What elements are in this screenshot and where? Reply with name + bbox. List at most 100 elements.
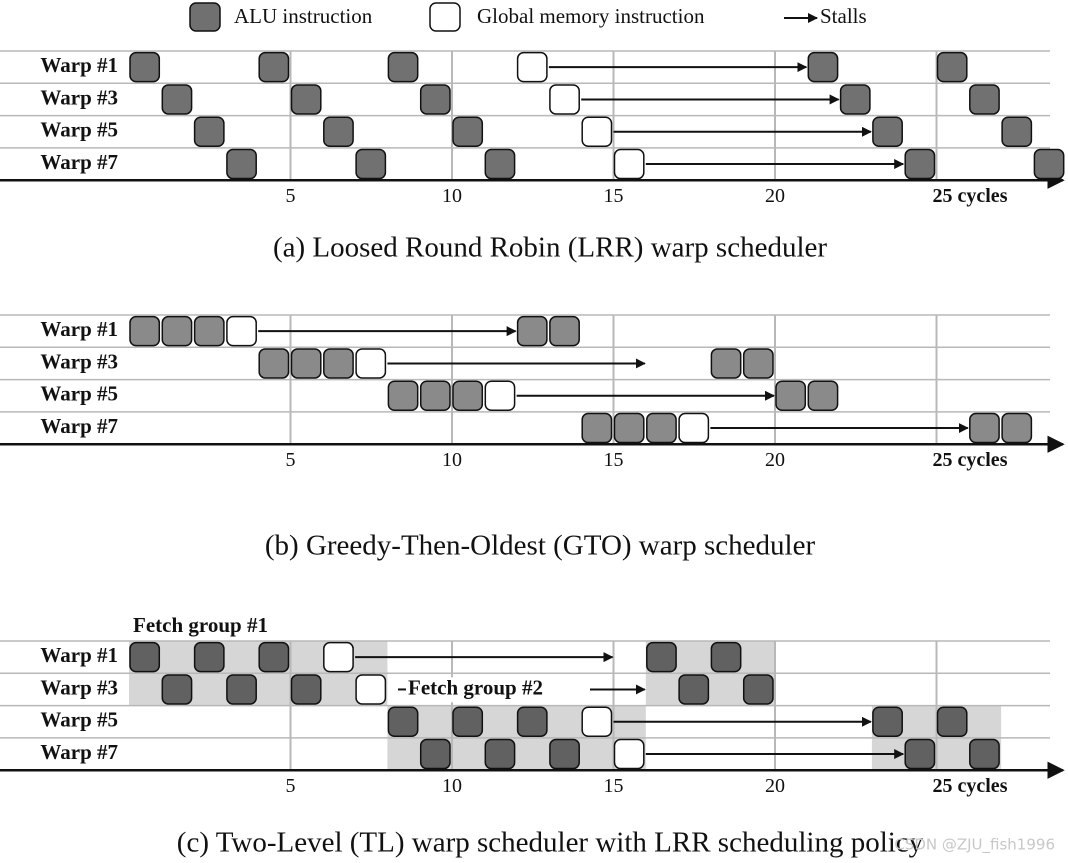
warp-label: Warp #5	[40, 708, 118, 732]
warp-label: Warp #1	[40, 317, 118, 341]
memory-box	[516, 51, 548, 83]
panel: 5 10 15 20 25 cycles Warp #1 Warp #3 Warp #5 War…	[0, 613, 1065, 859]
alu-box	[807, 51, 839, 83]
caption: (b) Greedy-Then-Oldest (GTO) warp schedu…	[265, 530, 816, 562]
memory-box	[323, 641, 354, 673]
alu-box	[387, 380, 419, 411]
legend-alu-box	[189, 2, 221, 32]
memory-box	[355, 674, 387, 705]
alu-box	[290, 348, 322, 379]
fetch-group-label-bg	[398, 677, 588, 703]
alu-box	[290, 674, 322, 705]
alu-box	[1033, 148, 1065, 180]
tick-label: 10	[442, 775, 462, 797]
alu-box	[969, 738, 1000, 770]
alu-box	[484, 738, 516, 770]
warp-label: Warp #7	[40, 150, 118, 174]
tick-label: 10	[442, 185, 462, 207]
warp-label: Warp #5	[40, 118, 118, 142]
alu-box	[549, 738, 580, 770]
tick-label: 25 cycles	[933, 185, 1008, 207]
memory-box	[484, 380, 516, 411]
alu-box	[742, 674, 774, 705]
alu-box	[193, 315, 225, 347]
legend: ALU instruction Global memory instructio…	[189, 2, 867, 32]
alu-box	[258, 348, 290, 379]
alu-box	[226, 148, 257, 180]
memory-box	[226, 315, 257, 347]
panel: 5 10 15 20 25 cycles Warp #1 Warp #3 Warp #5 War…	[0, 50, 1065, 264]
alu-box	[387, 51, 419, 83]
legend-memory-box	[429, 2, 461, 32]
alu-box	[646, 412, 677, 444]
memory-box	[678, 412, 710, 444]
alu-box	[290, 84, 322, 115]
warp-label: Warp #3	[40, 349, 118, 373]
alu-box	[323, 348, 354, 379]
alu-box	[678, 674, 710, 705]
alu-box	[613, 412, 645, 444]
alu-box	[419, 84, 451, 115]
tick-label: 15	[604, 449, 624, 471]
alu-box	[775, 380, 807, 411]
warp-label: Warp #3	[40, 675, 118, 699]
alu-box	[452, 380, 484, 411]
alu-box	[452, 116, 484, 147]
fetch-group-label: Fetch group #2	[408, 675, 543, 699]
warp-label: Warp #7	[40, 740, 118, 764]
alu-box	[516, 315, 548, 347]
alu-box	[226, 674, 257, 705]
tick-label: 5	[286, 775, 296, 797]
alu-box	[419, 380, 451, 411]
fetch-group-label: Fetch group #1	[133, 613, 268, 637]
tick-label: 10	[442, 449, 462, 471]
caption: (c) Two-Level (TL) warp scheduler with L…	[177, 827, 924, 859]
tick-label: 5	[286, 449, 296, 471]
alu-box	[936, 51, 968, 83]
tick-label: 20	[765, 449, 785, 471]
watermark: CSDN @ZJU_fish1996	[894, 836, 1055, 855]
alu-box	[387, 706, 419, 737]
alu-box	[323, 116, 354, 147]
memory-box	[581, 706, 613, 737]
alu-box	[969, 84, 1000, 115]
alu-box	[129, 641, 161, 673]
alu-box	[419, 738, 451, 770]
alu-box	[129, 315, 161, 347]
alu-box	[258, 51, 290, 83]
warp-label: Warp #7	[40, 414, 118, 438]
alu-box	[872, 116, 903, 147]
alu-box	[936, 706, 968, 737]
caption: (a) Loosed Round Robin (LRR) warp schedu…	[273, 232, 827, 264]
legend-memory: Global memory instruction	[477, 4, 705, 28]
alu-box	[129, 51, 161, 83]
tick-label: 20	[765, 185, 785, 207]
alu-box	[969, 412, 1000, 444]
tick-label: 25 cycles	[933, 449, 1008, 471]
alu-box	[193, 116, 225, 147]
alu-box	[161, 674, 193, 705]
tick-label: 15	[604, 185, 624, 207]
alu-box	[581, 412, 613, 444]
warp-label: Warp #1	[40, 643, 118, 667]
alu-box	[484, 148, 516, 180]
alu-box	[904, 738, 936, 770]
tick-label: 20	[765, 775, 785, 797]
alu-box	[355, 148, 387, 180]
tick-label: 5	[286, 185, 296, 207]
warp-label: Warp #3	[40, 85, 118, 109]
memory-box	[613, 148, 645, 180]
tick-label: 15	[604, 775, 624, 797]
alu-box	[1001, 412, 1033, 444]
alu-box	[549, 315, 580, 347]
memory-box	[549, 84, 580, 115]
alu-box	[516, 706, 548, 737]
alu-box	[807, 380, 839, 411]
alu-box	[904, 148, 936, 180]
alu-box	[710, 641, 742, 673]
alu-box	[161, 84, 193, 115]
alu-box	[839, 84, 871, 115]
alu-box	[872, 706, 903, 737]
warp-label: Warp #1	[40, 53, 118, 77]
